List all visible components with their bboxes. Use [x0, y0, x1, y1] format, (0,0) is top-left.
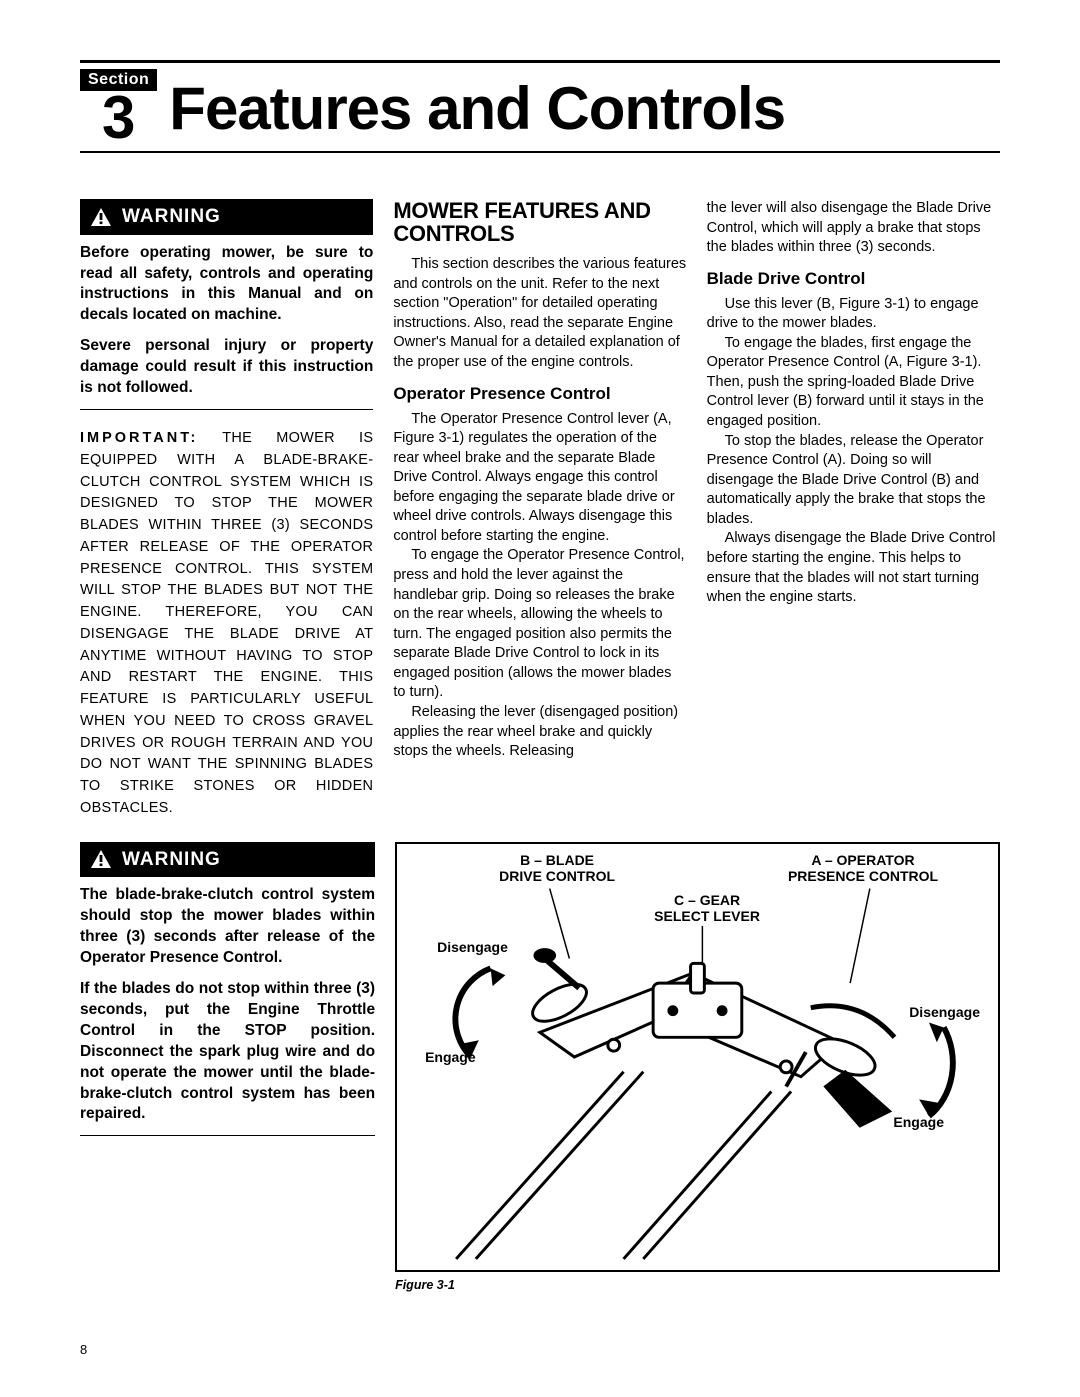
warning1-rule — [80, 409, 373, 410]
page-title: Features and Controls — [169, 69, 785, 139]
bdc-p2: To engage the blades, first engage the O… — [707, 334, 1000, 432]
figure-3-1: B – BLADEDRIVE CONTROL A – OPERATORPRESE… — [395, 842, 1000, 1272]
page-number: 8 — [80, 1342, 87, 1357]
warning-triangle-icon — [90, 207, 112, 227]
warning-label: WARNING — [122, 204, 221, 230]
bdc-p4: Always disengage the Blade Drive Control… — [707, 529, 1000, 607]
warning-bar-1: WARNING — [80, 199, 373, 235]
opc-p3: Releasing the lever (disengaged position… — [393, 703, 686, 762]
warning-label: WARNING — [122, 847, 221, 873]
bottom-rule — [80, 151, 1000, 153]
warning1-p1: Before operating mower, be sure to read … — [80, 243, 373, 327]
opc-heading: Operator Presence Control — [393, 383, 686, 406]
warning2-p2: If the blades do not stop within three (… — [80, 979, 375, 1125]
opc-p1: The Operator Presence Control lever (A, … — [393, 410, 686, 547]
section-number: 3 — [102, 91, 135, 145]
bdc-heading: Blade Drive Control — [707, 268, 1000, 291]
section-header: Section 3 Features and Controls — [80, 69, 1000, 145]
important-block: IMPORTANT: THE MOWER IS EQUIPPED WITH A … — [80, 428, 373, 820]
bdc-p1: Use this lever (B, Figure 3-1) to engage… — [707, 295, 1000, 334]
main-heading: MOWER FEATURES AND CONTROLS — [393, 199, 686, 245]
figure-caption: Figure 3-1 — [395, 1278, 1000, 1292]
intro-text: This section describes the various featu… — [393, 255, 686, 372]
warning2-p1: The blade-brake-clutch control system sh… — [80, 885, 375, 969]
opc-p3-cont: the lever will also disengage the Blade … — [707, 199, 1000, 258]
warning-bar-2: WARNING — [80, 842, 375, 878]
warning-triangle-icon — [90, 849, 112, 869]
opc-p2: To engage the Operator Presence Control,… — [393, 546, 686, 703]
top-rule — [80, 60, 1000, 63]
bdc-p3: To stop the blades, release the Operator… — [707, 432, 1000, 530]
important-text: THE MOWER IS EQUIPPED WITH A BLADE-BRAKE… — [80, 430, 373, 816]
warning1-p2: Severe personal injury or property damag… — [80, 336, 373, 399]
warning2-rule — [80, 1135, 375, 1136]
mower-diagram — [397, 844, 998, 1270]
important-label: IMPORTANT: — [80, 430, 198, 446]
